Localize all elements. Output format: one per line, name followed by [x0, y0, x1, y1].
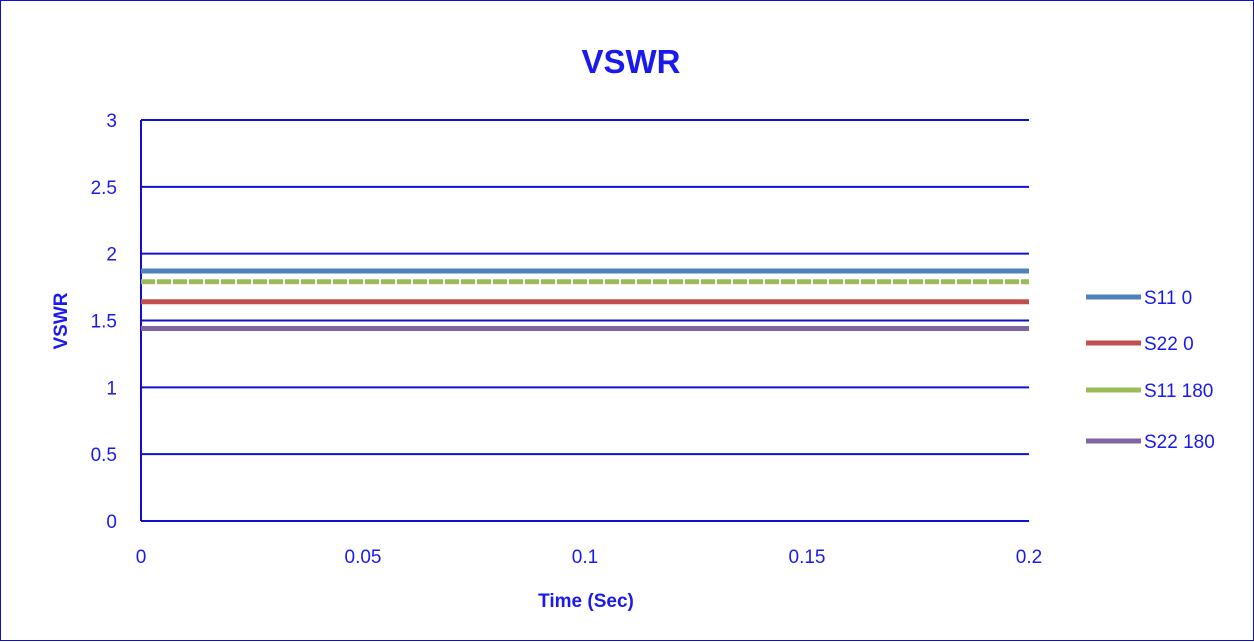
y-tick-label: 1 — [106, 378, 117, 399]
y-tick-label: 1.5 — [91, 312, 117, 333]
series-lines — [141, 268, 1029, 332]
legend-label: S11 0 — [1144, 288, 1192, 309]
y-axis-label: VSWR — [51, 292, 72, 349]
gridlines — [141, 119, 1029, 456]
x-tick-label: 0.05 — [345, 547, 382, 568]
x-tick-label: 0.2 — [1016, 547, 1042, 568]
legend-label: S22 180 — [1144, 432, 1215, 453]
y-tick-label: 2.5 — [91, 178, 117, 199]
legend-label: S22 0 — [1144, 334, 1194, 355]
legend: S11 0 S22 0 S11 180 S22 180 — [1086, 288, 1215, 453]
x-tick-label: 0.1 — [572, 547, 598, 568]
y-tick-label: 0 — [106, 512, 117, 533]
y-tick-label: 0.5 — [91, 445, 117, 466]
chart-title: VSWR — [582, 43, 681, 80]
x-tick-label: 0 — [136, 547, 147, 568]
tick-labels: 0 0.5 1 1.5 2 2.5 3 0 0.05 0.1 0.15 0.2 — [91, 111, 1043, 568]
legend-label: S11 180 — [1144, 381, 1213, 402]
x-axis-label: Time (Sec) — [538, 591, 634, 612]
y-tick-label: 2 — [106, 245, 117, 266]
axes — [140, 120, 1029, 522]
x-tick-label: 0.15 — [789, 547, 826, 568]
y-tick-label: 3 — [106, 111, 117, 132]
